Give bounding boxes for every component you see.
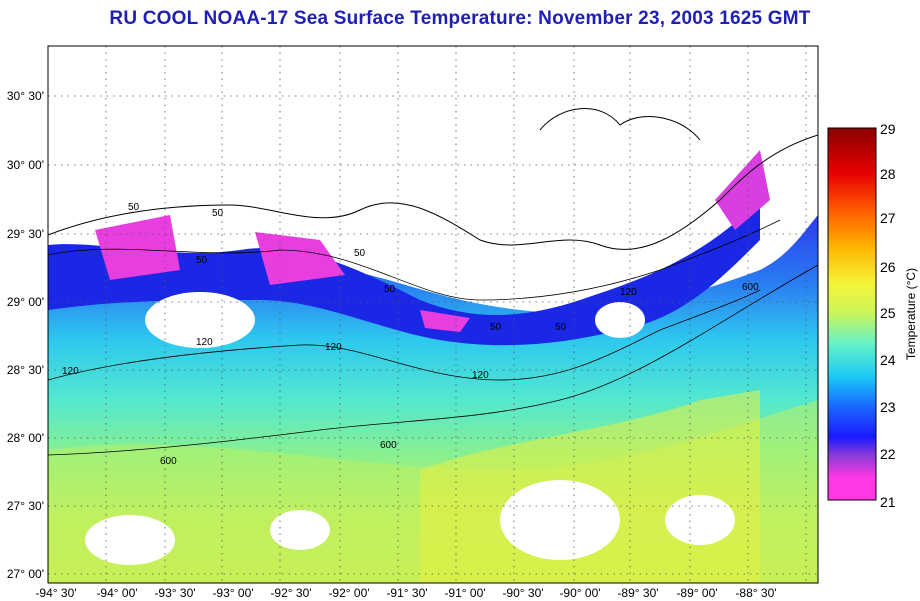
colorbar-tick: 22 bbox=[880, 446, 896, 462]
contour-label: 50 bbox=[490, 322, 502, 333]
lon-label: -89° 00' bbox=[676, 586, 717, 600]
contour-label: 50 bbox=[212, 208, 224, 219]
colorbar-tick: 21 bbox=[880, 494, 896, 510]
lat-label: 30° 00' bbox=[7, 158, 44, 172]
lon-label: -92° 00' bbox=[328, 586, 369, 600]
contour-label: 600 bbox=[380, 440, 397, 451]
colorbar-tick: 24 bbox=[880, 352, 896, 368]
contour-label: 50 bbox=[384, 284, 396, 295]
colorbar-tick: 26 bbox=[880, 259, 896, 275]
lat-label: 27° 30' bbox=[7, 499, 44, 513]
lon-label: -90° 00' bbox=[559, 586, 600, 600]
colorbar-scale bbox=[827, 127, 877, 501]
colorbar-ticks: 29 28 27 26 25 24 23 22 21 bbox=[880, 121, 896, 510]
lon-label: -91° 00' bbox=[444, 586, 485, 600]
lon-label: -92° 30' bbox=[270, 586, 311, 600]
lon-label: -90° 30' bbox=[502, 586, 543, 600]
lon-label: -93° 00' bbox=[212, 586, 253, 600]
contour-label: 50 bbox=[196, 255, 208, 266]
sst-data-layer: 50 50 50 50 50 50 50 120 120 120 120 120… bbox=[48, 46, 818, 583]
contour-label: 600 bbox=[160, 456, 177, 467]
lat-label: 27° 00' bbox=[7, 567, 44, 581]
lon-label: -93° 30' bbox=[154, 586, 195, 600]
colorbar-tick: 28 bbox=[880, 166, 896, 182]
colorbar-label: Temperature (°C) bbox=[904, 268, 918, 360]
latitude-labels: 30° 30' 30° 00' 29° 30' 29° 00' 28° 30' … bbox=[7, 89, 44, 581]
contour-label: 120 bbox=[325, 342, 342, 353]
contour-label: 50 bbox=[128, 202, 140, 213]
contour-label: 600 bbox=[742, 282, 759, 293]
colorbar-tick: 29 bbox=[880, 121, 896, 137]
map-title: RU COOL NOAA-17 Sea Surface Temperature:… bbox=[109, 8, 811, 29]
lat-label: 28° 30' bbox=[7, 363, 44, 377]
colorbar: 29 28 27 26 25 24 23 22 21 Temperature (… bbox=[827, 121, 918, 510]
colorbar-tick: 25 bbox=[880, 305, 896, 321]
contour-label: 120 bbox=[196, 337, 213, 348]
lat-label: 29° 00' bbox=[7, 295, 44, 309]
lat-label: 28° 00' bbox=[7, 431, 44, 445]
lat-label: 29° 30' bbox=[7, 227, 44, 241]
contour-label: 50 bbox=[555, 322, 567, 333]
map-frame bbox=[47, 45, 819, 584]
contour-label: 120 bbox=[62, 366, 79, 377]
lon-label: -94° 30' bbox=[35, 586, 76, 600]
longitude-labels: -94° 30' -94° 00' -93° 30' -93° 00' -92°… bbox=[35, 586, 776, 600]
colorbar-tick: 23 bbox=[880, 399, 896, 415]
lat-label: 30° 30' bbox=[7, 89, 44, 103]
lon-label: -89° 30' bbox=[617, 586, 658, 600]
lon-label: -94° 00' bbox=[96, 586, 137, 600]
colorbar-tick: 27 bbox=[880, 210, 896, 226]
lon-label: -91° 30' bbox=[386, 586, 427, 600]
contour-label: 120 bbox=[620, 287, 637, 298]
lon-label: -88° 30' bbox=[735, 586, 776, 600]
contour-label: 50 bbox=[354, 248, 366, 259]
contour-labels: 50 50 50 50 50 50 50 120 120 120 120 120… bbox=[62, 202, 759, 467]
graticule bbox=[48, 46, 818, 583]
contour-label: 120 bbox=[472, 370, 489, 381]
